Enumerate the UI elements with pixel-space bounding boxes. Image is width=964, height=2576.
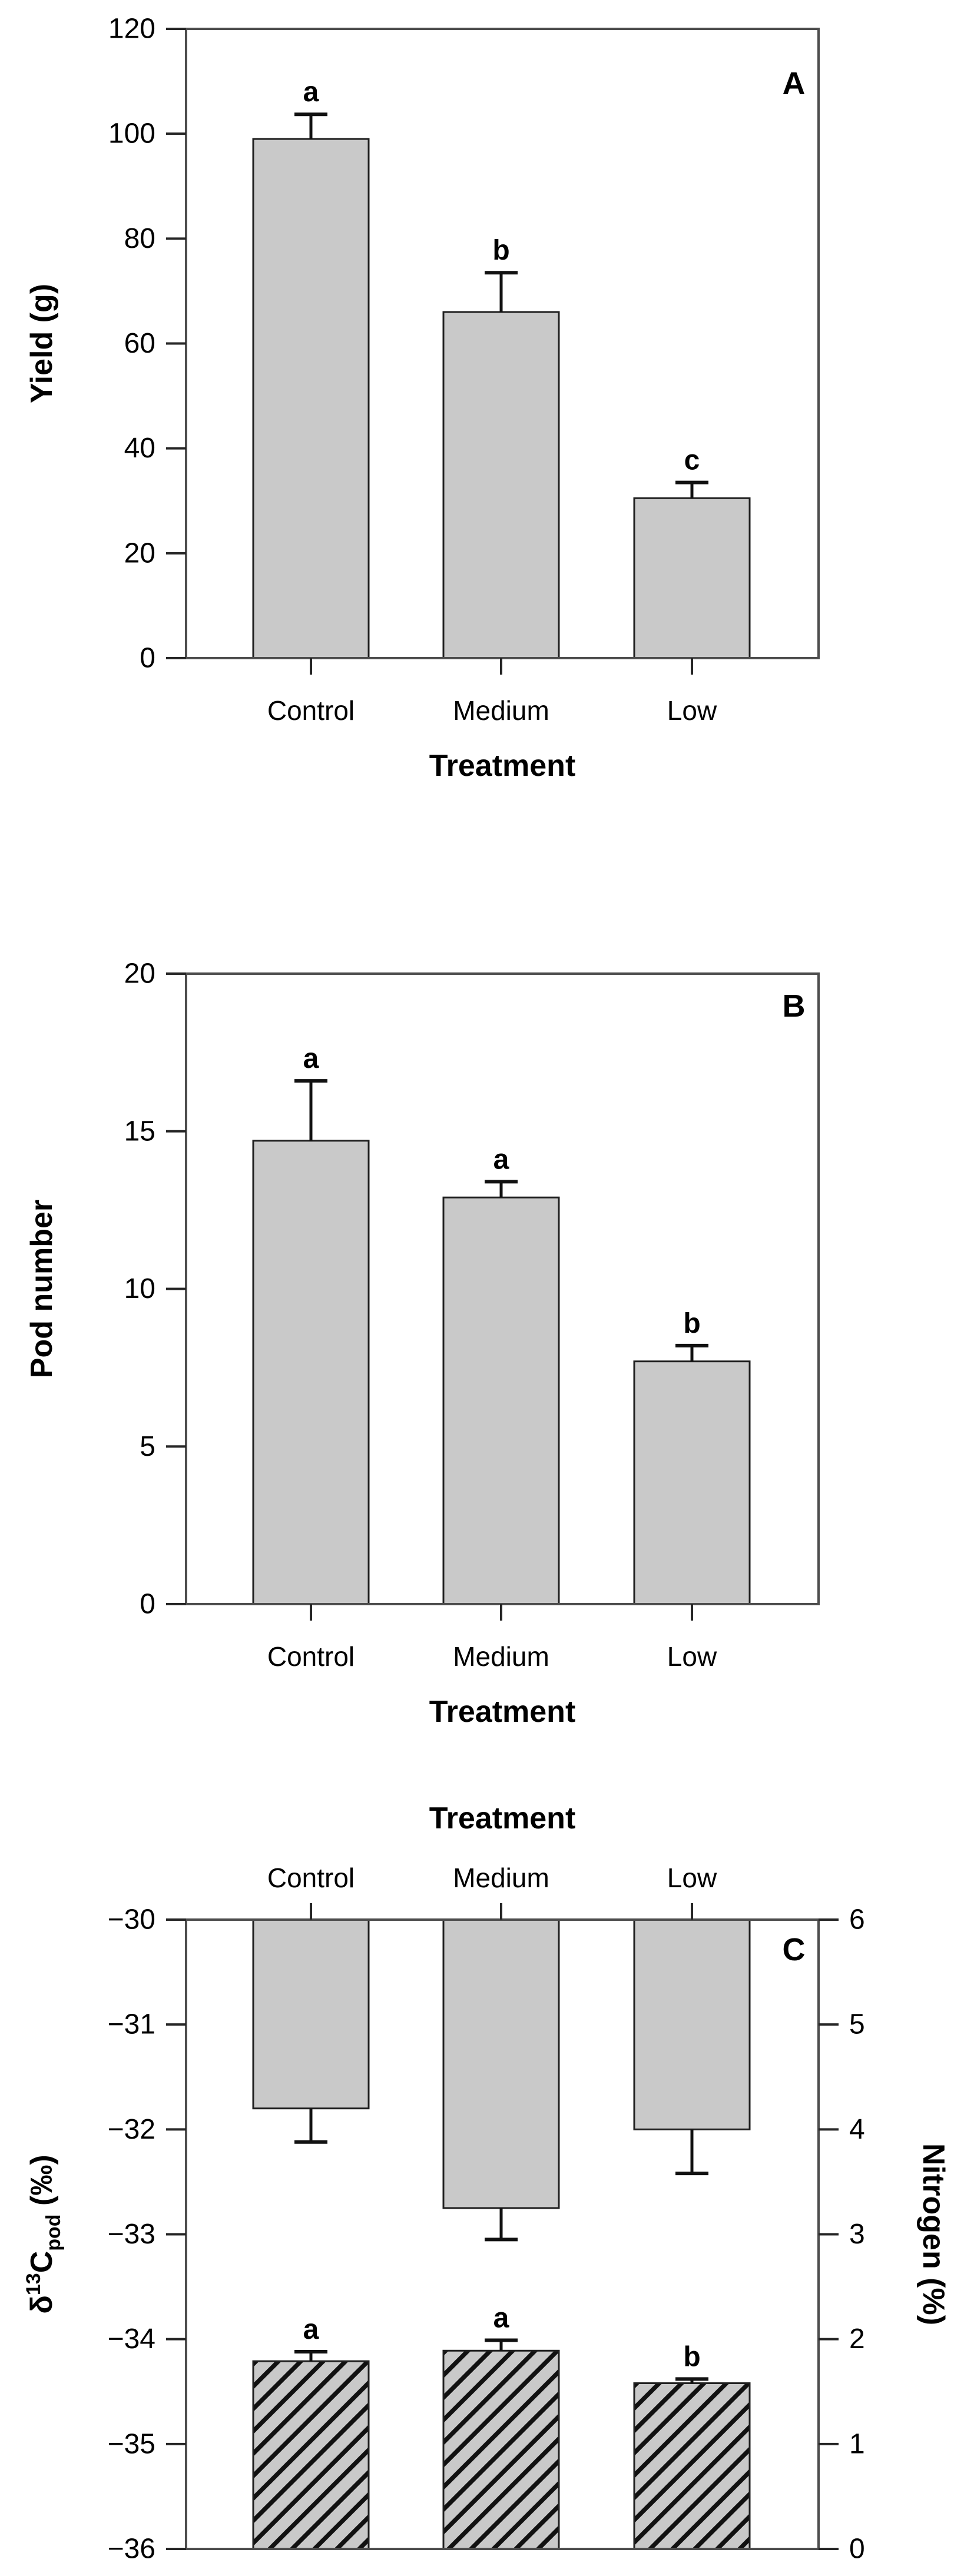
y-tick-label: 20 xyxy=(124,537,155,569)
sig-letter: c xyxy=(684,445,700,476)
category-label: Control xyxy=(267,1641,355,1672)
y-tick-label: 0 xyxy=(140,643,155,674)
bar-c-d13c-medium xyxy=(442,1918,560,2209)
panel-letter: C xyxy=(783,1932,806,1967)
x-axis-title: Treatment xyxy=(429,1695,576,1729)
bar-a-low xyxy=(633,497,751,659)
sig-letter: a xyxy=(303,2314,319,2345)
y-tick-label: 5 xyxy=(140,1431,155,1462)
y-tick-label-right: 0 xyxy=(849,2534,865,2565)
category-label: Medium xyxy=(453,695,549,726)
y-tick-label-right: 3 xyxy=(849,2219,865,2250)
y-tick-label: −34 xyxy=(108,2323,155,2355)
category-label: Low xyxy=(667,695,717,726)
bar-b-control xyxy=(252,1140,370,1605)
y-tick-label: 60 xyxy=(124,328,155,359)
y-axis-title: Pod number xyxy=(25,1200,59,1378)
category-label: Control xyxy=(267,695,355,726)
y-tick-label: −33 xyxy=(108,2219,155,2250)
bar-c-nitrogen-low xyxy=(633,2382,751,2550)
y-tick-label: −31 xyxy=(108,2009,155,2040)
category-label: Medium xyxy=(453,1863,549,1893)
y-tick-label: 20 xyxy=(124,958,155,990)
bar-b-low xyxy=(633,1360,751,1605)
y-tick-label: 10 xyxy=(124,1273,155,1304)
y-tick-label: −36 xyxy=(108,2534,155,2565)
bar-c-d13c-low xyxy=(633,1918,751,2130)
panel-c: a a b −30 −31 −32 −33 −34 −35 −36 0 1 2 3 4 5 6 Control Me… xyxy=(22,1801,950,2565)
category-label: Low xyxy=(667,1641,717,1672)
sig-letter: a xyxy=(303,1043,319,1074)
y-tick-label-right: 2 xyxy=(849,2323,865,2355)
category-label: Control xyxy=(267,1863,355,1893)
panel-letter: B xyxy=(783,988,806,1024)
panel-a: a b c 0 20 40 60 80 100 120 Control Medium Low Treatm… xyxy=(25,14,820,783)
sig-letter: a xyxy=(493,2302,509,2333)
x-axis-title: Treatment xyxy=(429,749,576,783)
y-tick-label-right: 6 xyxy=(849,1904,865,1936)
y-axis-title-nitrogen: Nitrogen (%) xyxy=(916,2143,950,2325)
y-tick-label-right: 4 xyxy=(849,2114,865,2145)
sig-letter: b xyxy=(492,235,509,266)
panel-b: a a b 0 5 10 15 20 Control Medium Low Treatment Pod … xyxy=(25,958,820,1729)
bar-a-medium xyxy=(442,311,560,659)
y-tick-label: 80 xyxy=(124,223,155,254)
y-axis-title: Yield (g) xyxy=(25,284,59,403)
y-tick-label: 40 xyxy=(124,433,155,464)
y-axis-title-delta13c: δ13Cpod (‰) xyxy=(22,2155,65,2313)
bar-c-nitrogen-control xyxy=(252,2360,370,2550)
bar-c-nitrogen-medium xyxy=(442,2349,560,2550)
sig-letter: b xyxy=(683,2341,700,2372)
y-tick-label-right: 1 xyxy=(849,2428,865,2459)
y-tick-label: −32 xyxy=(108,2114,155,2145)
y-tick-label-right: 5 xyxy=(849,2009,865,2040)
bar-a-control xyxy=(252,138,370,659)
bar-c-d13c-control xyxy=(252,1918,370,2110)
sig-letter: b xyxy=(683,1308,700,1339)
x-axis-title: Treatment xyxy=(429,1801,576,1835)
y-tick-label: −35 xyxy=(108,2428,155,2459)
sig-letter: a xyxy=(303,77,319,108)
y-tick-label: 100 xyxy=(108,118,155,150)
y-tick-label: 120 xyxy=(108,14,155,45)
y-tick-label: 0 xyxy=(140,1589,155,1620)
y-tick-label: −30 xyxy=(108,1904,155,1936)
y-tick-label: 15 xyxy=(124,1116,155,1147)
category-label: Low xyxy=(667,1863,717,1893)
bar-b-medium xyxy=(442,1196,560,1605)
sig-letter: a xyxy=(493,1144,509,1175)
panel-letter: A xyxy=(783,66,806,101)
category-label: Medium xyxy=(453,1641,549,1672)
